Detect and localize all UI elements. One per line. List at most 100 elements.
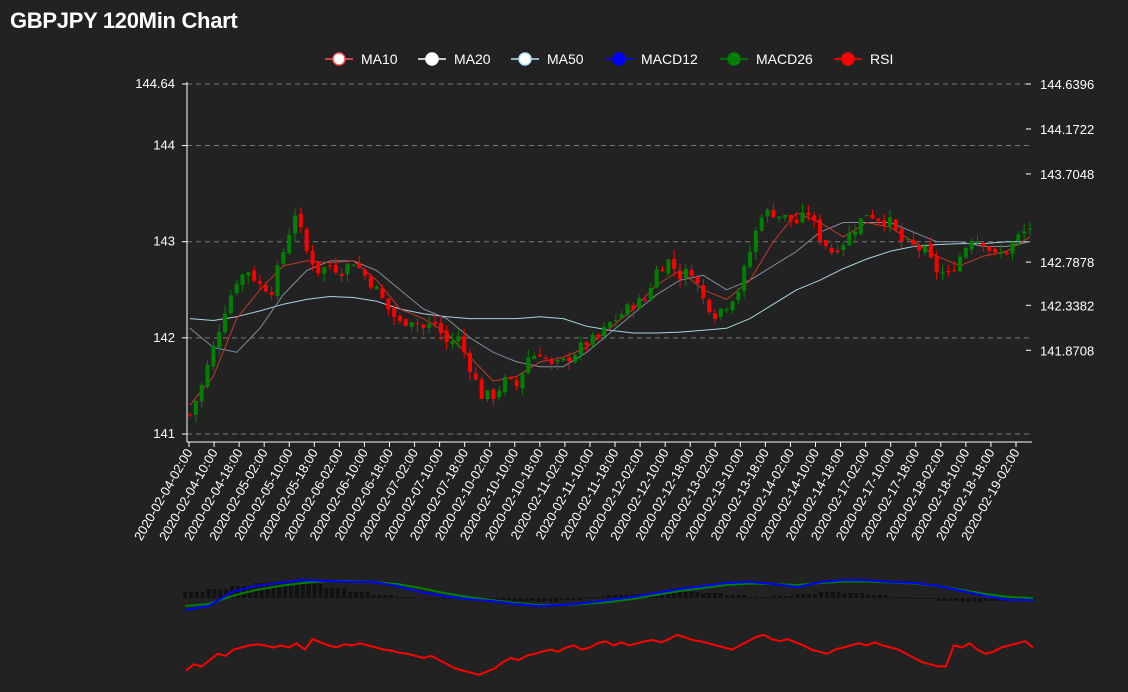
- candle: [981, 241, 986, 252]
- macd-hist-bar: [607, 595, 611, 598]
- candle: [520, 372, 525, 395]
- y-left-tick-label: 144.64: [135, 76, 175, 91]
- macd-hist-bar: [866, 595, 871, 598]
- macd-hist-bar: [948, 598, 953, 601]
- legend-item-rsi[interactable]: RSI: [832, 47, 893, 71]
- macd-hist-bar: [701, 593, 706, 598]
- macd-hist-bar: [872, 595, 876, 598]
- macd-hist-bar: [901, 597, 906, 598]
- legend-label: RSI: [870, 51, 894, 67]
- macd-hist-bar: [224, 589, 229, 598]
- candle: [421, 323, 426, 336]
- candle: [829, 243, 834, 255]
- candle: [508, 376, 513, 381]
- legend-label: MA10: [361, 51, 398, 67]
- candle: [905, 236, 910, 242]
- candle: [293, 208, 297, 242]
- candle: [888, 209, 892, 233]
- macd-hist-bar: [919, 598, 924, 599]
- candle: [392, 305, 397, 325]
- macd-hist-bar: [571, 598, 576, 600]
- macd-hist-bar: [577, 598, 582, 600]
- candle: [841, 242, 846, 257]
- macd-hist-bar: [677, 592, 682, 598]
- macd-hist-bar: [978, 598, 982, 602]
- candle: [788, 214, 793, 228]
- legend-label: MA50: [547, 51, 584, 67]
- candle: [345, 261, 350, 282]
- candle: [818, 214, 822, 246]
- legend-item-ma50[interactable]: MA50: [509, 47, 584, 71]
- legend-item-macd26[interactable]: MACD26: [718, 47, 813, 71]
- candle: [631, 302, 636, 318]
- candle: [689, 264, 694, 277]
- macd-hist-bar: [289, 582, 293, 598]
- macd-hist-bar: [595, 597, 600, 598]
- candle: [911, 232, 916, 248]
- macd-hist-bar: [271, 583, 276, 598]
- candle: [864, 215, 869, 217]
- macd-hist-bar: [683, 592, 688, 598]
- macd-hist-bar: [836, 592, 841, 598]
- macd-panel: [183, 579, 1035, 611]
- candle: [357, 255, 362, 269]
- axes: 144.64 144 143 142 141 144.6396 144.1722 143.70…: [135, 76, 1094, 443]
- candle: [963, 246, 968, 260]
- macd-hist-bar: [930, 598, 935, 599]
- macd-hist-bar: [766, 597, 770, 598]
- macd-hist-bar: [983, 598, 988, 601]
- candle: [444, 325, 449, 350]
- macd-hist-bar: [877, 595, 882, 598]
- macd-hist-bar: [713, 593, 717, 598]
- candle: [923, 243, 927, 256]
- candle: [473, 367, 478, 381]
- legend-item-ma10[interactable]: MA10: [323, 47, 398, 71]
- macd-hist-bar: [913, 598, 918, 599]
- macd-hist-bar: [583, 597, 588, 598]
- candle: [246, 271, 251, 284]
- macd-hist-bar: [624, 595, 629, 598]
- macd-hist-bar: [895, 597, 900, 598]
- macd-hist-bar: [548, 598, 553, 602]
- legend-item-macd12[interactable]: MACD12: [603, 47, 698, 71]
- candle: [543, 354, 548, 362]
- candle: [713, 309, 717, 324]
- macd-hist-bar: [383, 595, 388, 598]
- macd-hist-bar: [689, 592, 694, 598]
- candle: [328, 260, 332, 271]
- macd-hist-bar: [294, 582, 299, 598]
- macd-hist-bar: [854, 593, 859, 598]
- candle: [316, 261, 321, 277]
- macd-hist-bar: [665, 593, 670, 598]
- macd-hist-bar: [406, 597, 411, 598]
- candle: [503, 374, 507, 396]
- y-right-tick-label: 142.3382: [1040, 298, 1094, 313]
- candle: [275, 261, 280, 301]
- chart-title: GBPJPY 120Min Chart: [10, 8, 238, 33]
- macd-hist-bar: [754, 597, 759, 598]
- macd-hist-bar: [300, 584, 305, 598]
- candle: [573, 352, 577, 364]
- macd-hist-bar: [530, 598, 535, 601]
- macd-hist-bar: [783, 596, 788, 598]
- candle: [491, 387, 496, 406]
- macd-hist-bar: [542, 598, 547, 602]
- macd-hist-bar: [807, 594, 812, 598]
- macd-hist-bar: [960, 598, 965, 602]
- candle: [619, 310, 624, 320]
- macd-hist-bar: [400, 597, 405, 598]
- candle: [584, 341, 589, 352]
- macd-hist-bar: [259, 583, 264, 598]
- legend-item-ma20[interactable]: MA20: [416, 47, 491, 71]
- y-left-tick-label: 143: [153, 234, 175, 249]
- candle: [199, 382, 204, 409]
- macd-hist-bar: [889, 597, 894, 598]
- candle: [958, 253, 962, 273]
- candle: [205, 360, 210, 389]
- candle: [485, 389, 490, 403]
- candle: [917, 242, 922, 259]
- macd-hist-bar: [395, 597, 399, 598]
- macd-hist-bar: [365, 592, 370, 598]
- macd-hist-bar: [324, 588, 329, 598]
- candle: [287, 228, 292, 255]
